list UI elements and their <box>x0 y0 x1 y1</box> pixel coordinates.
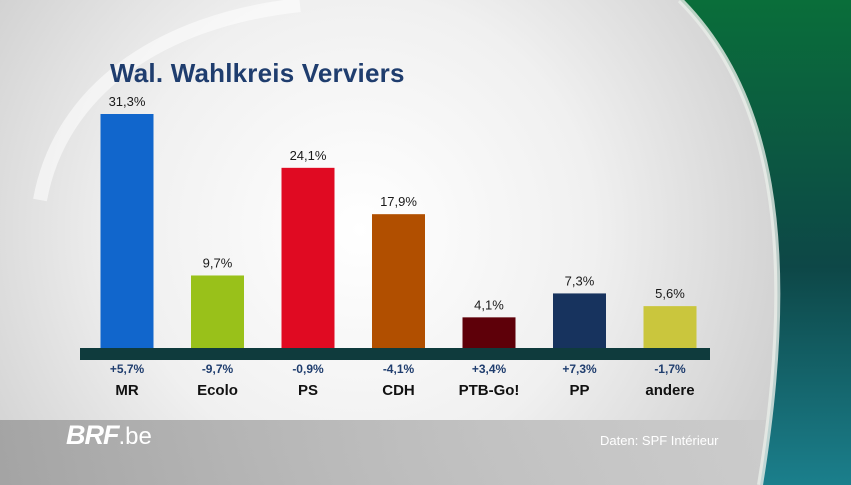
value-label-ptb-go: 4,1% <box>474 297 504 312</box>
source-note: Daten: SPF Intérieur <box>600 433 719 448</box>
category-label-mr: MR <box>115 382 138 399</box>
change-label-ecolo: -9,7% <box>202 362 234 376</box>
category-label-ps: PS <box>298 382 318 399</box>
category-label-ptb-go: PTB-Go! <box>459 382 520 399</box>
value-label-cdh: 17,9% <box>380 194 417 209</box>
brf-logo: BRF.be <box>66 420 152 451</box>
logo-brand: BRF <box>66 420 119 450</box>
accent-panel <box>680 0 851 485</box>
category-label-andere: andere <box>645 382 694 399</box>
bar-ecolo <box>191 275 244 348</box>
change-label-andere: -1,7% <box>654 362 686 376</box>
category-label-ecolo: Ecolo <box>197 382 238 399</box>
decor-arc <box>33 0 301 202</box>
change-label-ptb-go: +3,4% <box>472 362 507 376</box>
change-label-mr: +5,7% <box>110 362 145 376</box>
bar-mr <box>100 114 154 348</box>
accent-edge <box>677 0 781 485</box>
bar-ps <box>281 167 335 348</box>
chart-title: Wal. Wahlkreis Verviers <box>110 58 405 88</box>
category-label-pp: PP <box>569 382 589 399</box>
footer-band <box>0 420 851 485</box>
baseline-axis <box>80 348 710 360</box>
value-label-andere: 5,6% <box>655 286 685 301</box>
bar-ptb-go <box>462 317 516 348</box>
change-label-ps: -0,9% <box>292 362 324 376</box>
change-label-pp: +7,3% <box>562 362 597 376</box>
value-label-ps: 24,1% <box>290 148 327 163</box>
change-label-cdh: -4,1% <box>383 362 415 376</box>
bar-cdh <box>372 214 425 348</box>
value-label-ecolo: 9,7% <box>203 255 233 270</box>
bar-andere <box>643 306 697 348</box>
value-label-mr: 31,3% <box>109 94 146 109</box>
category-label-cdh: CDH <box>382 382 415 399</box>
bar-pp <box>553 293 606 348</box>
logo-tld: .be <box>118 423 152 450</box>
value-label-pp: 7,3% <box>565 273 595 288</box>
